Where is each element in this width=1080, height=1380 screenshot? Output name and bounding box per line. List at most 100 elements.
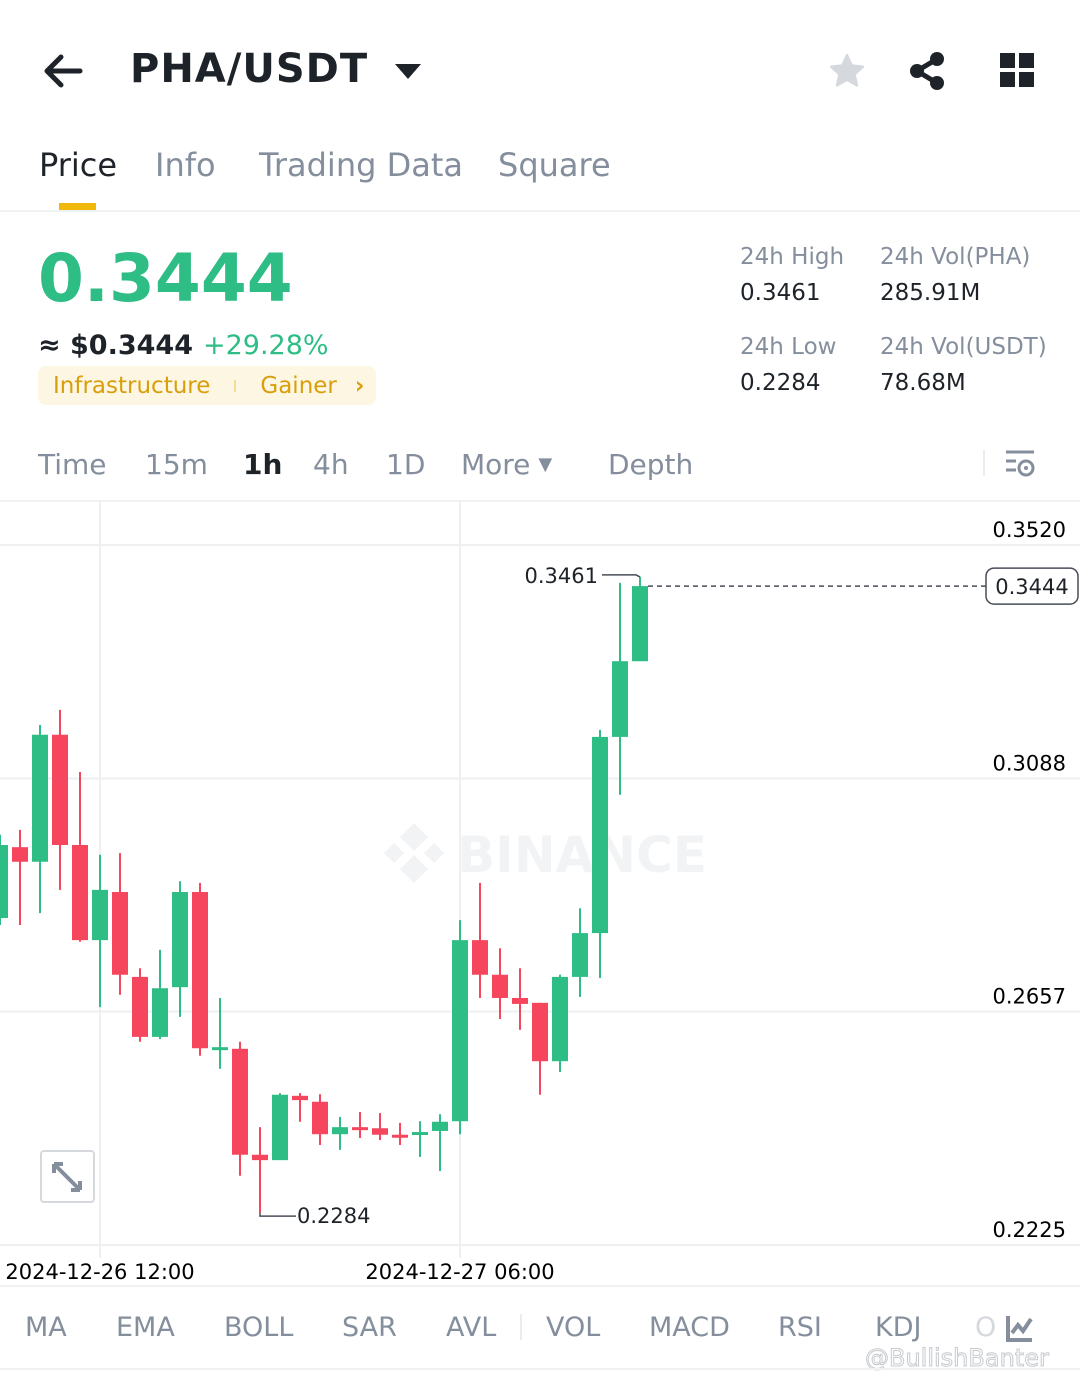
indicator-ema[interactable]: EMA <box>116 1312 175 1343</box>
candle-body <box>612 661 628 737</box>
tag-infrastructure[interactable]: Infrastructure <box>53 372 211 399</box>
star-icon[interactable] <box>828 52 866 90</box>
tab-price[interactable]: Price <box>39 146 118 184</box>
candle <box>12 829 28 925</box>
low-marker-label: 0.2284 <box>297 1204 370 1228</box>
usd-price: ≈ $0.3444 <box>38 330 193 361</box>
tab-trading-data[interactable]: Trading Data <box>259 146 463 184</box>
y-tick-label: 0.3088 <box>993 752 1066 776</box>
candle <box>72 772 88 942</box>
candle-body <box>272 1094 288 1161</box>
candle <box>132 968 148 1042</box>
candle <box>552 974 568 1073</box>
tf-more-label: More <box>461 448 531 481</box>
divider <box>983 450 985 476</box>
candle <box>232 1041 248 1176</box>
caret-down-icon <box>395 64 422 79</box>
category-tags[interactable]: Infrastructure Gainer › <box>38 366 376 405</box>
vol-base-value: 285.91M <box>880 280 981 306</box>
current-price-label: 0.3444 <box>995 575 1068 599</box>
low-label: 24h Low <box>740 334 837 360</box>
candle-body <box>572 933 588 977</box>
candle <box>212 997 228 1069</box>
tf-15m[interactable]: 15m <box>145 448 208 481</box>
candle-body <box>372 1128 388 1135</box>
chevron-right-icon: › <box>354 372 365 399</box>
tf-1h[interactable]: 1h <box>243 448 283 481</box>
tf-1d[interactable]: 1D <box>386 448 426 481</box>
indicator-boll[interactable]: BOLL <box>224 1312 294 1343</box>
indicator-avl[interactable]: AVL <box>446 1312 497 1343</box>
chart-settings-icon[interactable] <box>1004 448 1036 480</box>
low-value: 0.2284 <box>740 370 821 396</box>
high-marker-line <box>602 574 641 578</box>
candle-body <box>52 734 68 845</box>
candle-body <box>132 976 148 1037</box>
tf-more[interactable]: More ▼ <box>461 448 552 481</box>
candle-body <box>32 734 48 862</box>
candle <box>152 949 168 1040</box>
indicator-sar[interactable]: SAR <box>342 1312 397 1343</box>
indicator-ma[interactable]: MA <box>25 1312 67 1343</box>
share-icon[interactable] <box>908 50 948 92</box>
indicator-macd[interactable]: MACD <box>649 1312 730 1343</box>
y-tick-label: 0.3520 <box>993 518 1066 542</box>
candle-body <box>512 997 528 1004</box>
grid-icon[interactable] <box>1000 53 1034 87</box>
divider <box>0 1368 1080 1370</box>
candle-body <box>192 892 208 1049</box>
y-tick-label: 0.2657 <box>993 984 1066 1008</box>
candle <box>332 1116 348 1150</box>
tab-square[interactable]: Square <box>498 146 611 184</box>
tf-time[interactable]: Time <box>38 448 107 481</box>
candle <box>112 853 128 995</box>
candle <box>172 881 188 1017</box>
indicator-kdj[interactable]: KDJ <box>875 1312 922 1343</box>
divider <box>520 1314 522 1340</box>
candle-body <box>152 988 168 1037</box>
candle-body <box>412 1132 428 1136</box>
divider <box>0 1285 1080 1287</box>
candle <box>0 834 8 925</box>
candle <box>252 1127 268 1214</box>
candlestick-chart[interactable]: BINANCE 0.3520 0.3088 0.2657 0.2225 2024-12-… <box>0 0 1080 1290</box>
candle-body <box>492 974 508 998</box>
candle-body <box>632 586 648 662</box>
indicator-settings-icon[interactable] <box>1005 1313 1035 1343</box>
tab-info[interactable]: Info <box>155 146 216 184</box>
candle-body <box>532 1002 548 1062</box>
candle <box>372 1113 388 1141</box>
fullscreen-button[interactable] <box>40 1150 95 1203</box>
pair-title: PHA/USDT <box>130 46 369 92</box>
candle <box>272 1093 288 1161</box>
candle-body <box>0 845 8 918</box>
candle <box>292 1093 308 1122</box>
watermark-text: BINANCE <box>457 826 707 884</box>
indicator-vol[interactable]: VOL <box>546 1312 601 1343</box>
tf-depth[interactable]: Depth <box>608 448 694 481</box>
tf-4h[interactable]: 4h <box>313 448 349 481</box>
candle <box>472 882 488 998</box>
last-price: 0.3444 <box>38 240 293 317</box>
usd-price-row: ≈ $0.3444 +29.28% <box>38 330 329 361</box>
tag-gainer[interactable]: Gainer <box>260 372 337 399</box>
back-button[interactable] <box>42 52 84 94</box>
expand-icon <box>52 1162 82 1192</box>
candle <box>492 948 508 1020</box>
vol-quote-value: 78.68M <box>880 370 966 396</box>
high-marker-label: 0.3461 <box>525 564 598 588</box>
low-marker-line <box>259 1213 296 1217</box>
indicator-o[interactable]: O <box>975 1312 997 1343</box>
candle <box>572 908 588 997</box>
divider <box>0 210 1080 212</box>
candle-body <box>332 1127 348 1135</box>
candle-body <box>172 892 188 988</box>
candle-body <box>452 940 468 1122</box>
candle-body <box>12 847 28 862</box>
divider <box>0 500 1080 502</box>
candle <box>352 1112 368 1138</box>
pair-selector[interactable]: PHA/USDT <box>130 46 422 92</box>
indicator-rsi[interactable]: RSI <box>778 1312 822 1343</box>
vol-quote-label: 24h Vol(USDT) <box>880 334 1047 360</box>
candle-body <box>92 889 108 941</box>
